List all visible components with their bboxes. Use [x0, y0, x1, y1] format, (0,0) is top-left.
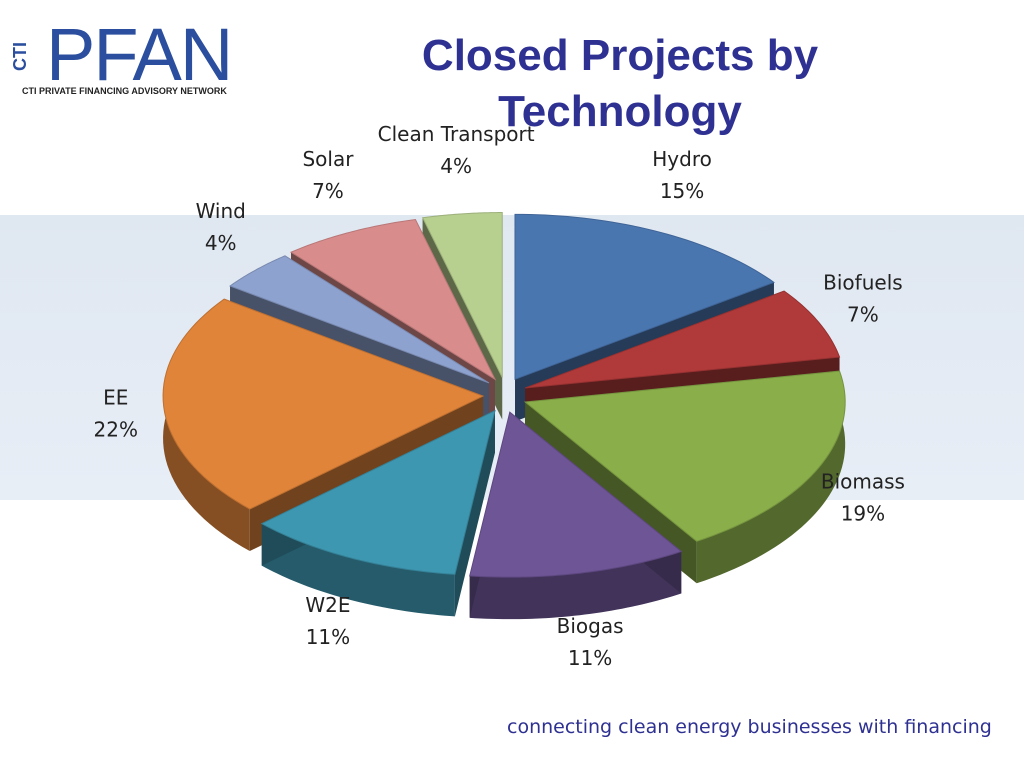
slice-label: EE — [103, 386, 128, 410]
slice-label: Hydro — [652, 147, 712, 171]
slice-label: Biofuels — [823, 271, 903, 295]
slice-label: W2E — [305, 593, 350, 617]
slice-label: Clean Transport — [378, 122, 535, 146]
slice-wall — [454, 410, 496, 617]
slice — [229, 255, 490, 384]
slice-side — [469, 551, 682, 620]
slice-value-label: 7% — [312, 179, 344, 203]
logo-text: PFAN — [46, 13, 233, 96]
slice — [469, 411, 683, 578]
slice — [289, 218, 497, 381]
slice-value-label: 19% — [841, 501, 885, 525]
slice-value-label: 4% — [440, 154, 472, 178]
slice-label: Solar — [302, 147, 354, 171]
slice-side — [696, 371, 846, 584]
slice-value-label: 7% — [847, 303, 879, 327]
slice-value-label: 4% — [205, 231, 237, 255]
slice — [162, 298, 485, 510]
slice-value-label: 11% — [306, 625, 350, 649]
slice — [525, 290, 841, 389]
slice — [514, 213, 775, 381]
slice-value-label: 15% — [660, 179, 704, 203]
slice — [523, 370, 846, 542]
slice-value-label: 22% — [94, 418, 138, 442]
footer: connecting clean energy businesses with … — [507, 716, 992, 738]
slice — [421, 212, 503, 378]
slice-label: Biomass — [821, 469, 905, 493]
slice-label: Wind — [196, 199, 246, 223]
slice-value-label: 11% — [568, 646, 612, 670]
slice-side — [261, 523, 455, 617]
chart-title: Closed Projects by Technology — [421, 31, 819, 136]
logo-network: CTI PRIVATE FINANCING ADVISORY NETWORK — [22, 86, 227, 96]
slice-label: Biogas — [557, 614, 624, 638]
slice — [260, 409, 496, 575]
